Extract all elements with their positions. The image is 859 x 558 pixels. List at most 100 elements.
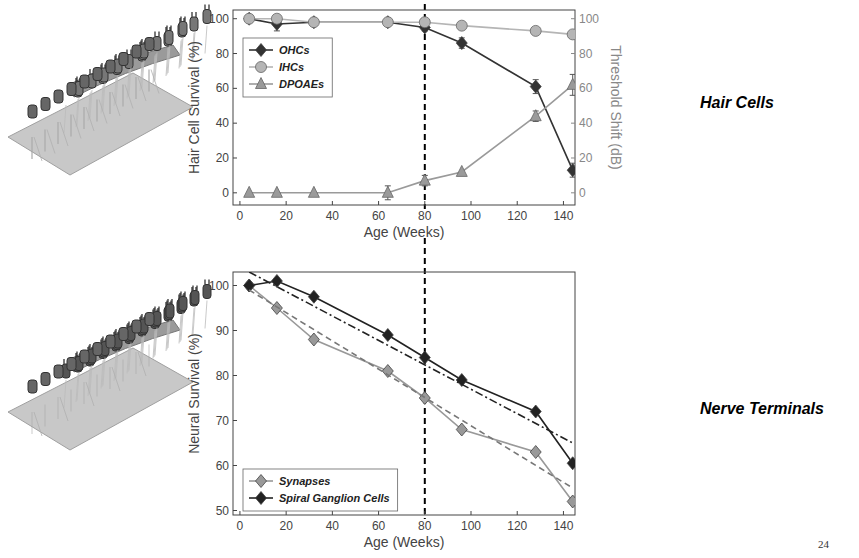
y2-tick-label: 100: [579, 12, 599, 26]
data-point: [382, 17, 393, 28]
x-tick-label: 20: [279, 519, 293, 533]
pillar: [103, 358, 105, 386]
pillar: [77, 373, 79, 401]
label-ground: [506, 519, 528, 533]
y-tick: [233, 510, 237, 511]
stereocilia: [191, 12, 192, 17]
data-point: [308, 17, 319, 28]
stereocilia: [115, 54, 116, 59]
legend-label: Spiral Ganglion Cells: [279, 492, 390, 504]
x-tick-label: 20: [279, 209, 293, 223]
fiber: [112, 92, 120, 116]
label-ground: [325, 519, 341, 533]
inner-hair-cell: [54, 90, 63, 103]
pillar: [181, 38, 183, 66]
pillar: [181, 313, 183, 341]
stereocilia: [115, 329, 116, 334]
pillar: [155, 328, 157, 356]
plot-frame: [233, 10, 575, 205]
x-tick-label: 60: [372, 209, 386, 223]
y2-axis-title: Threshold Shift (dB): [608, 45, 624, 170]
fiber: [136, 352, 137, 374]
basilar-plane: [8, 348, 193, 450]
data-point: [382, 186, 393, 197]
label-ground: [417, 209, 433, 223]
fiber: [60, 122, 68, 146]
legend-frame: [243, 469, 398, 511]
inner-hair-cell: [41, 373, 50, 386]
data-point: [382, 329, 393, 342]
stereocilia: [170, 26, 171, 31]
x-tick: [378, 511, 379, 515]
series-line: [249, 290, 573, 488]
x-tick: [471, 201, 472, 205]
basilar-plane: [8, 73, 193, 175]
x-tick-label: 120: [507, 519, 527, 533]
legend: OHCsIHCsDPOAEs: [243, 38, 332, 97]
y2-tick-label: 60: [579, 81, 593, 95]
y-tick-label: 60: [216, 81, 230, 95]
pillar: [142, 60, 144, 88]
fiber: [86, 107, 94, 131]
label-ground: [371, 519, 387, 533]
x-tick: [332, 511, 333, 515]
page-number: 24: [818, 538, 830, 550]
label-ground: [417, 519, 433, 533]
age-marker-line: [424, 238, 426, 527]
data-point: [308, 290, 319, 303]
chart-1: 020406080100120140Age (Weeks)50607080901…: [186, 238, 579, 550]
fiber: [84, 382, 85, 404]
data-point: [530, 405, 541, 418]
stereocilia: [158, 307, 159, 312]
stereocilia: [204, 280, 205, 285]
y2-tick-label: 40: [579, 116, 593, 130]
series-line: [249, 85, 573, 193]
data-point: [567, 495, 575, 508]
x-tick: [424, 511, 425, 515]
pillar: [168, 320, 170, 348]
x-tick-label: 0: [237, 519, 244, 533]
pillar: [129, 68, 131, 96]
data-point: [456, 423, 467, 436]
y2-tick: [571, 157, 575, 158]
inner-hair-cell: [54, 365, 63, 378]
stereocilia: [184, 17, 185, 22]
stereocilia: [167, 299, 168, 304]
tectorial-band: [68, 45, 180, 97]
plot-frame: [233, 272, 575, 515]
pillar: [193, 307, 195, 335]
pillar: [142, 335, 144, 363]
fiber: [31, 137, 32, 159]
label-ground: [325, 209, 341, 223]
x-axis-title: Age (Weeks): [364, 224, 445, 240]
fiber: [149, 345, 150, 367]
label-ground: [371, 209, 387, 223]
label-ground: [278, 209, 294, 223]
outer-hair-cell: [179, 297, 187, 311]
data-point: [567, 164, 575, 177]
data-point: [419, 392, 430, 405]
stereocilia: [128, 322, 129, 327]
fiber: [109, 92, 110, 114]
y-axis-title: Hair Cell Survival (%): [186, 41, 202, 174]
label-ground: [363, 224, 446, 240]
fiber: [58, 397, 59, 419]
inner-hair-cell: [132, 45, 141, 58]
y2-tick: [571, 192, 575, 193]
row-label: Nerve Terminals: [700, 400, 824, 417]
y-tick-label: 100: [209, 12, 229, 26]
pillar: [64, 105, 66, 133]
x-tick-label: 140: [553, 519, 573, 533]
legend-marker: [256, 62, 267, 73]
stereocilia: [196, 286, 197, 291]
pillar: [90, 90, 92, 118]
x-tick-label: 100: [461, 519, 481, 533]
stereocilia: [180, 292, 181, 297]
fiber: [151, 70, 159, 94]
stereocilia: [180, 17, 181, 22]
stereocilia: [204, 5, 205, 10]
label-ground: [363, 534, 446, 550]
y-tick: [233, 420, 237, 421]
inner-hair-cell: [28, 105, 37, 118]
pillar: [64, 380, 66, 408]
